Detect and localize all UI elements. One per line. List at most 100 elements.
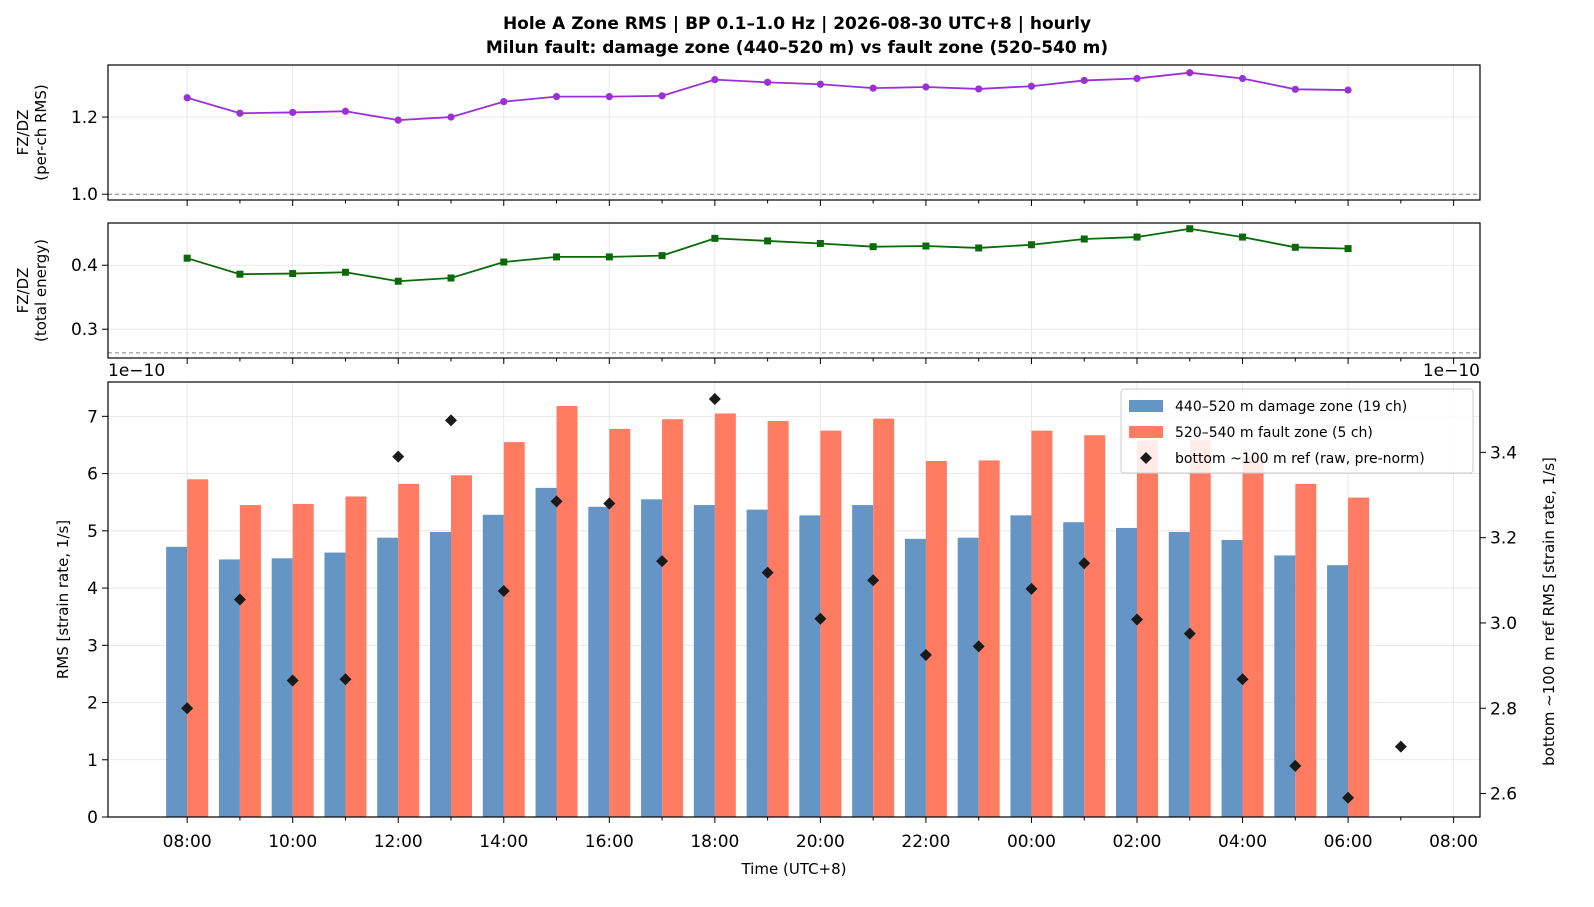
ref-point <box>497 584 510 597</box>
ref-point <box>181 702 194 715</box>
ratio-energy-point <box>764 237 772 245</box>
legend-fault-label: 520–540 m fault zone (5 ch) <box>1175 425 1373 441</box>
x-tick-label: 12:00 <box>374 832 423 852</box>
ratio-energy-point <box>289 270 297 278</box>
ratio-energy-ylabel-line2: (total energy) <box>32 239 50 342</box>
y2-tick-label: 3.4 <box>1490 443 1517 463</box>
y2-tick-label: 3.0 <box>1490 614 1517 634</box>
offset-right: 1e−10 <box>1423 361 1480 381</box>
y2-axis-label: bottom ~100 m ref RMS [strain rate, 1/s] <box>1540 457 1558 766</box>
fault-zone-bar <box>503 442 525 817</box>
fault-zone-bar <box>451 475 472 817</box>
ref-point <box>1183 627 1196 640</box>
damage-zone-bar <box>799 515 821 817</box>
ratio-rms-point <box>289 108 297 117</box>
ratio-rms-point <box>1344 86 1352 94</box>
x-tick-label: 18:00 <box>690 832 739 852</box>
fault-zone-bar <box>398 483 420 817</box>
ref-point <box>708 393 721 406</box>
ratio-rms-point <box>341 107 350 115</box>
fault-zone-bar <box>1348 497 1370 817</box>
ratio-rms-point <box>447 113 455 121</box>
y-tick-label: 0.3 <box>71 320 98 340</box>
x-axis-label: Time (UTC+8) <box>740 860 846 878</box>
x-tick-label: 22:00 <box>901 832 950 852</box>
ratio-rms-point <box>1133 74 1141 83</box>
ratio-rms-point <box>658 92 666 100</box>
damage-zone-bar <box>271 558 293 817</box>
legend-damage-swatch <box>1129 400 1163 412</box>
x-tick-label: 08:00 <box>163 832 212 852</box>
ratio-energy-series-line <box>186 227 1349 283</box>
ref-point <box>1236 673 1249 686</box>
fault-zone-bar <box>187 479 209 817</box>
ratio-energy-panel: 0.3 0.4 FZ/DZ (total energy) <box>14 222 1481 364</box>
ratio-rms-ylabel-line2: (per-ch RMS) <box>32 84 50 180</box>
fault-zone-bar <box>292 503 314 817</box>
chart-subtitle: Milun fault: damage zone (440–520 m) vs … <box>486 38 1108 58</box>
ref-point <box>603 497 616 510</box>
ratio-rms-point <box>1080 76 1088 85</box>
fault-zone-bar <box>1242 456 1264 817</box>
ratio-energy-point <box>658 252 666 260</box>
fault-zone-bar <box>1031 430 1053 817</box>
ratio-rms-point <box>500 98 508 106</box>
ratio-energy-ylabel-line1: FZ/DZ <box>14 268 32 314</box>
legend-fault-swatch <box>1129 426 1163 438</box>
legend-ref-swatch <box>1140 452 1152 464</box>
damage-zone-bar <box>746 509 768 817</box>
y-tick-label: 1.0 <box>71 185 98 205</box>
ratio-energy-point <box>236 270 244 278</box>
damage-zone-bar <box>430 531 451 817</box>
ratio-rms-point <box>764 78 772 86</box>
ref-point <box>919 648 932 661</box>
ref-point <box>761 566 774 579</box>
legend-box <box>1120 388 1474 474</box>
damage-zone-bar <box>1063 522 1085 817</box>
ref-point <box>656 555 669 568</box>
y-tick-label: 2 <box>87 694 98 714</box>
y-tick-label: 1 <box>87 751 98 771</box>
damage-zone-bar <box>377 537 399 817</box>
ratio-energy-point <box>711 234 719 242</box>
legend-ref-label: bottom ~100 m ref (raw, pre-norm) <box>1175 451 1425 467</box>
y-axis-label: RMS [strain rate, 1/s] <box>54 520 72 679</box>
damage-zone-bar <box>218 559 240 817</box>
y2-tick-label: 2.8 <box>1490 699 1517 719</box>
y-tick-label: 6 <box>87 465 98 485</box>
ratio-energy-point <box>1186 225 1194 233</box>
ref-point <box>867 574 880 587</box>
ref-point <box>972 640 985 653</box>
ratio-energy-point <box>1133 233 1141 241</box>
x-tick-label: 02:00 <box>1113 832 1162 852</box>
damage-zone-bar <box>904 538 926 817</box>
ratio-rms-point <box>711 76 719 84</box>
ratio-energy-point <box>500 258 508 266</box>
ratio-energy-point <box>1080 235 1088 243</box>
ratio-energy-point <box>553 253 561 261</box>
chart-title: Hole A Zone RMS | BP 0.1–1.0 Hz | 2026-0… <box>503 14 1091 34</box>
ref-point <box>1078 557 1091 570</box>
fault-zone-bar <box>345 496 367 817</box>
y-tick-label: 7 <box>87 407 98 427</box>
fault-zone-bar <box>820 430 842 817</box>
ratio-rms-point <box>975 85 983 93</box>
damage-zone-bar <box>641 499 663 817</box>
damage-zone-bar <box>1010 515 1032 817</box>
ratio-rms-point <box>605 93 613 101</box>
damage-zone-bar <box>1221 539 1243 817</box>
damage-zone-bar <box>852 505 874 817</box>
ratio-energy-point <box>816 239 824 247</box>
ratio-rms-point <box>1186 69 1194 77</box>
ratio-energy-point <box>183 254 191 262</box>
ratio-energy-point <box>922 242 930 250</box>
damage-zone-bar <box>324 552 346 817</box>
ratio-rms-panel: 1.0 1.2 FZ/DZ (per-ch RMS) <box>14 64 1481 206</box>
fault-zone-bar <box>609 428 631 817</box>
fault-zone-bar <box>714 413 736 817</box>
y-tick-label: 0.4 <box>71 256 98 276</box>
damage-zone-bar <box>693 505 715 817</box>
ratio-rms-point <box>1027 82 1036 90</box>
ratio-rms-point <box>552 93 561 101</box>
